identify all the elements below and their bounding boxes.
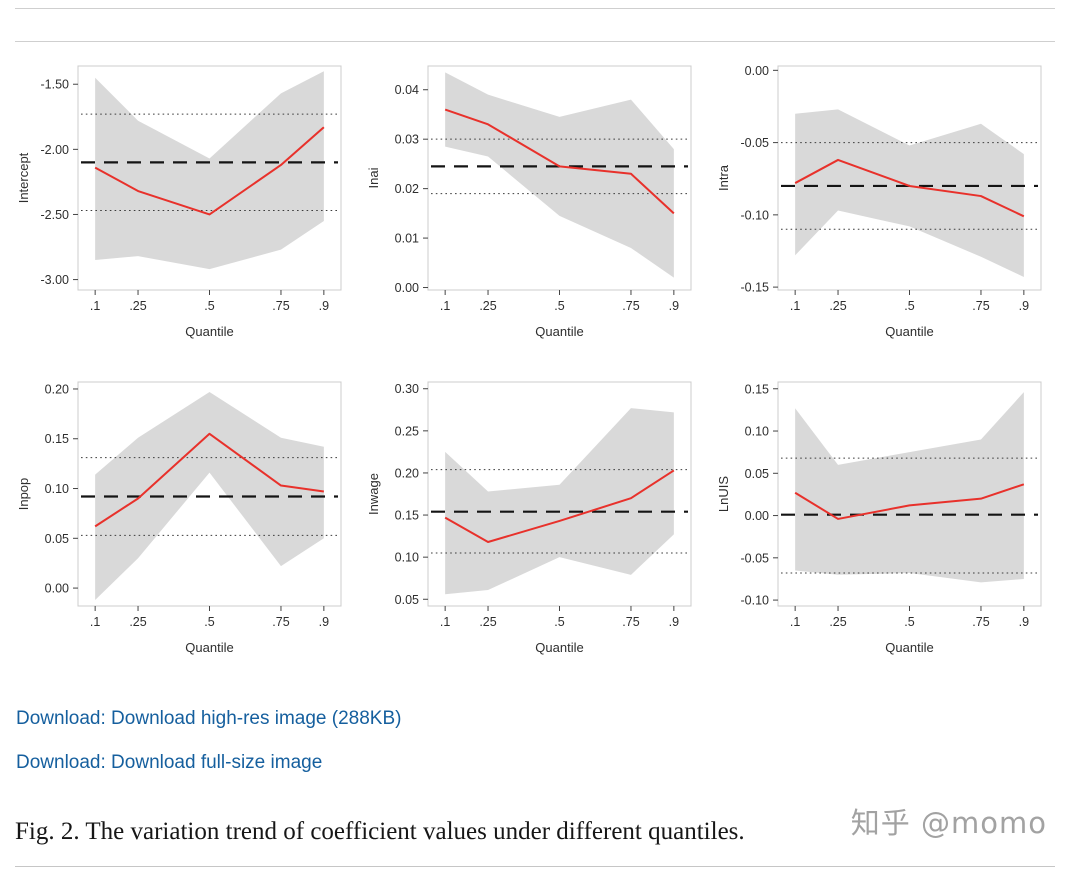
svg-text:.1: .1 — [440, 299, 450, 313]
chart-lnuis: 0.15 0.10 0.05 0.00 -0.05 -0.10 .1 .25 .5 .75 .9 Qu… — [714, 368, 1055, 660]
svg-text:.9: .9 — [1018, 615, 1028, 629]
svg-text:0.20: 0.20 — [395, 466, 419, 480]
svg-text:Intercept: Intercept — [16, 152, 31, 203]
svg-text:0.20: 0.20 — [45, 382, 69, 396]
svg-text:0.15: 0.15 — [744, 382, 768, 396]
svg-text:.75: .75 — [972, 299, 989, 313]
svg-text:0.02: 0.02 — [395, 182, 419, 196]
svg-text:0.00: 0.00 — [744, 509, 768, 523]
svg-text:-2.50: -2.50 — [41, 208, 70, 222]
svg-text:0.10: 0.10 — [744, 425, 768, 439]
svg-text:.9: .9 — [319, 299, 329, 313]
header-divider — [15, 41, 1055, 42]
svg-text:-0.05: -0.05 — [740, 551, 769, 565]
chart-inpop: 0.20 0.15 0.10 0.05 0.00 .1 .25 .5 .75 .9 Quantile… — [14, 368, 355, 660]
chart-intercept: -1.50 -2.00 -2.50 -3.00 .1 .25 .5 .75 .9 Quantile… — [14, 52, 355, 344]
svg-text:0.00: 0.00 — [395, 281, 419, 295]
figure-panel: -1.50 -2.00 -2.50 -3.00 .1 .25 .5 .75 .9 Quantile… — [10, 52, 1059, 660]
svg-text:.1: .1 — [440, 615, 450, 629]
svg-text:0.30: 0.30 — [395, 382, 419, 396]
svg-text:.25: .25 — [130, 615, 147, 629]
svg-text:.5: .5 — [904, 299, 914, 313]
svg-text:.5: .5 — [205, 615, 215, 629]
download-full-size-link[interactable]: Download: Download full-size image — [16, 752, 323, 773]
top-divider — [15, 8, 1055, 9]
svg-text:-2.00: -2.00 — [41, 143, 70, 157]
svg-text:.75: .75 — [622, 299, 639, 313]
svg-text:-0.05: -0.05 — [740, 136, 769, 150]
svg-text:.25: .25 — [479, 299, 496, 313]
bottom-divider — [15, 866, 1055, 867]
svg-text:0.05: 0.05 — [744, 467, 768, 481]
svg-text:0.10: 0.10 — [45, 482, 69, 496]
svg-text:.9: .9 — [319, 615, 329, 629]
svg-text:Intra: Intra — [716, 164, 731, 191]
chart-intra: 0.00 -0.05 -0.10 -0.15 .1 .25 .5 .75 .9 Quantile I… — [714, 52, 1055, 344]
svg-text:.75: .75 — [273, 299, 290, 313]
svg-text:0.05: 0.05 — [45, 532, 69, 546]
svg-text:.25: .25 — [130, 299, 147, 313]
svg-text:Quantile: Quantile — [535, 640, 583, 655]
svg-text:.25: .25 — [829, 299, 846, 313]
svg-text:.5: .5 — [554, 615, 564, 629]
svg-text:Quantile: Quantile — [186, 324, 234, 339]
svg-text:.5: .5 — [904, 615, 914, 629]
svg-text:Inpop: Inpop — [16, 478, 31, 511]
watermark: 知乎 @momo — [850, 806, 1047, 840]
svg-text:-3.00: -3.00 — [41, 273, 70, 287]
svg-text:.5: .5 — [205, 299, 215, 313]
svg-text:.75: .75 — [273, 615, 290, 629]
svg-text:.9: .9 — [669, 299, 679, 313]
chart-inai: 0.04 0.03 0.02 0.01 0.00 .1 .25 .5 .75 .9 Quantile… — [364, 52, 705, 344]
svg-text:.9: .9 — [669, 615, 679, 629]
svg-text:Inai: Inai — [366, 167, 381, 188]
svg-text:0.01: 0.01 — [395, 232, 419, 246]
chart-inwage: 0.30 0.25 0.20 0.15 0.10 0.05 .1 .25 .5 .75 .9 Quan… — [364, 368, 705, 660]
svg-text:Quantile: Quantile — [186, 640, 234, 655]
download-high-res-link[interactable]: Download: Download high-res image (288KB… — [16, 708, 402, 729]
svg-text:0.03: 0.03 — [395, 133, 419, 147]
svg-text:0.05: 0.05 — [395, 593, 419, 607]
svg-text:-0.10: -0.10 — [740, 208, 769, 222]
svg-text:0.00: 0.00 — [45, 582, 69, 596]
svg-text:0.04: 0.04 — [395, 83, 419, 97]
svg-text:-1.50: -1.50 — [41, 78, 70, 92]
svg-text:-0.15: -0.15 — [740, 281, 769, 295]
svg-text:Quantile: Quantile — [885, 324, 933, 339]
svg-text:.1: .1 — [790, 615, 800, 629]
svg-text:Quantile: Quantile — [885, 640, 933, 655]
svg-text:Quantile: Quantile — [535, 324, 583, 339]
svg-text:.75: .75 — [972, 615, 989, 629]
svg-text:.9: .9 — [1018, 299, 1028, 313]
svg-text:.5: .5 — [554, 299, 564, 313]
svg-text:.75: .75 — [622, 615, 639, 629]
svg-text:.25: .25 — [479, 615, 496, 629]
svg-text:Inwage: Inwage — [366, 473, 381, 515]
svg-text:0.00: 0.00 — [744, 64, 768, 78]
svg-text:.1: .1 — [790, 299, 800, 313]
svg-text:.1: .1 — [90, 299, 100, 313]
svg-text:0.15: 0.15 — [45, 432, 69, 446]
figure-caption: Fig. 2. The variation trend of coefficie… — [15, 818, 745, 845]
svg-text:0.25: 0.25 — [395, 424, 419, 438]
svg-text:.1: .1 — [90, 615, 100, 629]
svg-text:LnUIS: LnUIS — [716, 476, 731, 512]
svg-text:0.10: 0.10 — [395, 551, 419, 565]
svg-text:.25: .25 — [829, 615, 846, 629]
svg-text:0.15: 0.15 — [395, 509, 419, 523]
svg-text:-0.10: -0.10 — [740, 594, 769, 608]
